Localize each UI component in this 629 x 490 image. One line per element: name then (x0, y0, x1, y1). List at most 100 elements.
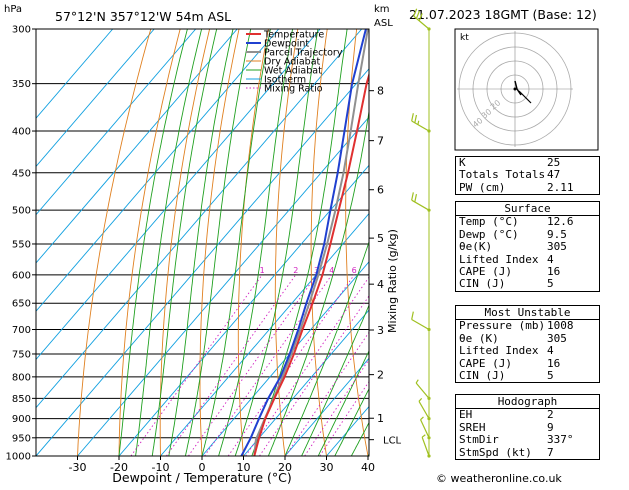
surface-row: Dewp (°C)9.5 (456, 229, 599, 241)
km-tick-label: 1 (377, 412, 384, 425)
temperature-tick-label: -30 (69, 461, 87, 474)
most-unstable-row: CAPE (J)16 (456, 358, 599, 370)
surface-row: CAPE (J)16 (456, 266, 599, 278)
pressure-tick-label: 950 (12, 433, 31, 444)
wind-barb-base (427, 417, 430, 420)
hpa-unit-label: hPa (4, 4, 22, 15)
km-tick-label: 3 (377, 324, 384, 337)
wet-adiabat-line (119, 29, 187, 456)
wind-barb-base (427, 27, 430, 30)
km-tick-label: 5 (377, 232, 384, 245)
wind-barb-base (427, 209, 430, 212)
pressure-tick-label: 900 (12, 414, 31, 425)
km-tick-label: 4 (377, 278, 384, 291)
location-label: 57°12'N 357°12'W 54m ASL (55, 9, 231, 24)
copyright: © weatheronline.co.uk (436, 472, 562, 485)
km-tick-label: 6 (377, 184, 384, 197)
hodograph-center (514, 88, 517, 91)
surface-title: Surface (456, 202, 599, 216)
wet-adiabat-line (152, 29, 217, 456)
temperature-tick-label: 40 (361, 461, 375, 474)
pressure-tick-label: 400 (12, 127, 31, 138)
wind-barb-flag (421, 417, 424, 420)
wind-barb (416, 383, 429, 398)
wind-barb (422, 437, 429, 456)
mixing-ratio-line (166, 275, 295, 456)
most-unstable-row: Pressure (mb)1008 (456, 320, 599, 332)
surface-table: Surface Temp (°C)12.6 Dewp (°C)9.5 θe(K)… (455, 201, 600, 292)
dry-adiabat-line (621, 23, 629, 456)
pressure-tick-label: 450 (12, 168, 31, 179)
wind-barb (412, 320, 429, 330)
mixing-ratio-axis-title: Mixing Ratio (g/kg) (386, 229, 399, 333)
pressure-tick-label: 550 (12, 239, 31, 250)
mixing-ratio-label: 15 (403, 266, 413, 275)
isotherm-line (0, 29, 279, 456)
wind-barb-flag (412, 113, 414, 121)
pressure-tick-label: 1000 (6, 452, 31, 463)
hodograph-table-row: StmSpd (kt)7 (456, 447, 599, 459)
pressure-tick-label: 800 (12, 372, 31, 383)
wind-barb-base (427, 129, 430, 132)
datetime-label: 21.07.2023 18GMT (Base: 12) (409, 7, 597, 22)
wind-barb-flag (418, 121, 419, 125)
wind-barb (419, 401, 429, 418)
dry-adiabat-line (412, 23, 451, 456)
pressure-tick-label: 500 (12, 206, 31, 217)
mixing-ratio-label: 1 (260, 266, 265, 275)
lcl-label: LCL (383, 436, 402, 447)
km-tick-label: 2 (377, 369, 384, 382)
pressure-tick-label: 600 (12, 270, 31, 281)
x-axis-title: Dewpoint / Temperature (°C) (112, 470, 291, 485)
mixing-ratio-label: 4 (329, 266, 334, 275)
asl-unit-label: ASL (374, 18, 393, 29)
wet-adiabat-line (136, 29, 202, 456)
surface-row: Temp (°C)12.6 (456, 216, 599, 228)
pressure-tick-label: 850 (12, 394, 31, 405)
hodograph-table-title: Hodograph (456, 395, 599, 409)
legend-label: Mixing Ratio (264, 84, 323, 95)
pressure-tick-label: 300 (12, 25, 31, 36)
wind-barb-flag (412, 192, 414, 200)
surface-row: CIN (J)5 (456, 278, 599, 290)
pressure-tick-label: 700 (12, 325, 31, 336)
temperature-tick-label: 30 (320, 461, 334, 474)
hodograph-frame (455, 29, 598, 150)
wind-barb-flag (419, 398, 422, 401)
wind-barb-flag (415, 194, 417, 202)
most-unstable-row: θe (K)305 (456, 333, 599, 345)
wind-barb-base (427, 454, 430, 457)
hodograph-unit: kt (460, 33, 469, 43)
most-unstable-row: CIN (J)5 (456, 370, 599, 382)
wind-barb-base (427, 397, 430, 400)
km-unit-label: km (374, 4, 390, 15)
pressure-tick-label: 350 (12, 79, 31, 90)
dry-adiabat-line (78, 23, 153, 456)
pressure-tick-label: 750 (12, 349, 31, 360)
most-unstable-title: Most Unstable (456, 306, 599, 320)
indices-row-pw: PW (cm)2.11 (456, 182, 599, 194)
mixing-ratio-label: 25 (435, 266, 445, 275)
wind-barb-flag (416, 380, 418, 383)
wind-barb-base (427, 436, 430, 439)
km-tick-label: 7 (377, 135, 384, 148)
mixing-ratio-label: 6 (352, 266, 357, 275)
wind-barb-flag (412, 312, 414, 320)
most-unstable-table: Most Unstable Pressure (mb)1008 θe (K)30… (455, 305, 600, 383)
dry-adiabat-line (119, 23, 182, 456)
mixing-ratio-label: 2 (293, 266, 298, 275)
mixing-ratio-line (228, 275, 354, 456)
pressure-tick-label: 650 (12, 299, 31, 310)
surface-row: θe(K)305 (456, 241, 599, 253)
